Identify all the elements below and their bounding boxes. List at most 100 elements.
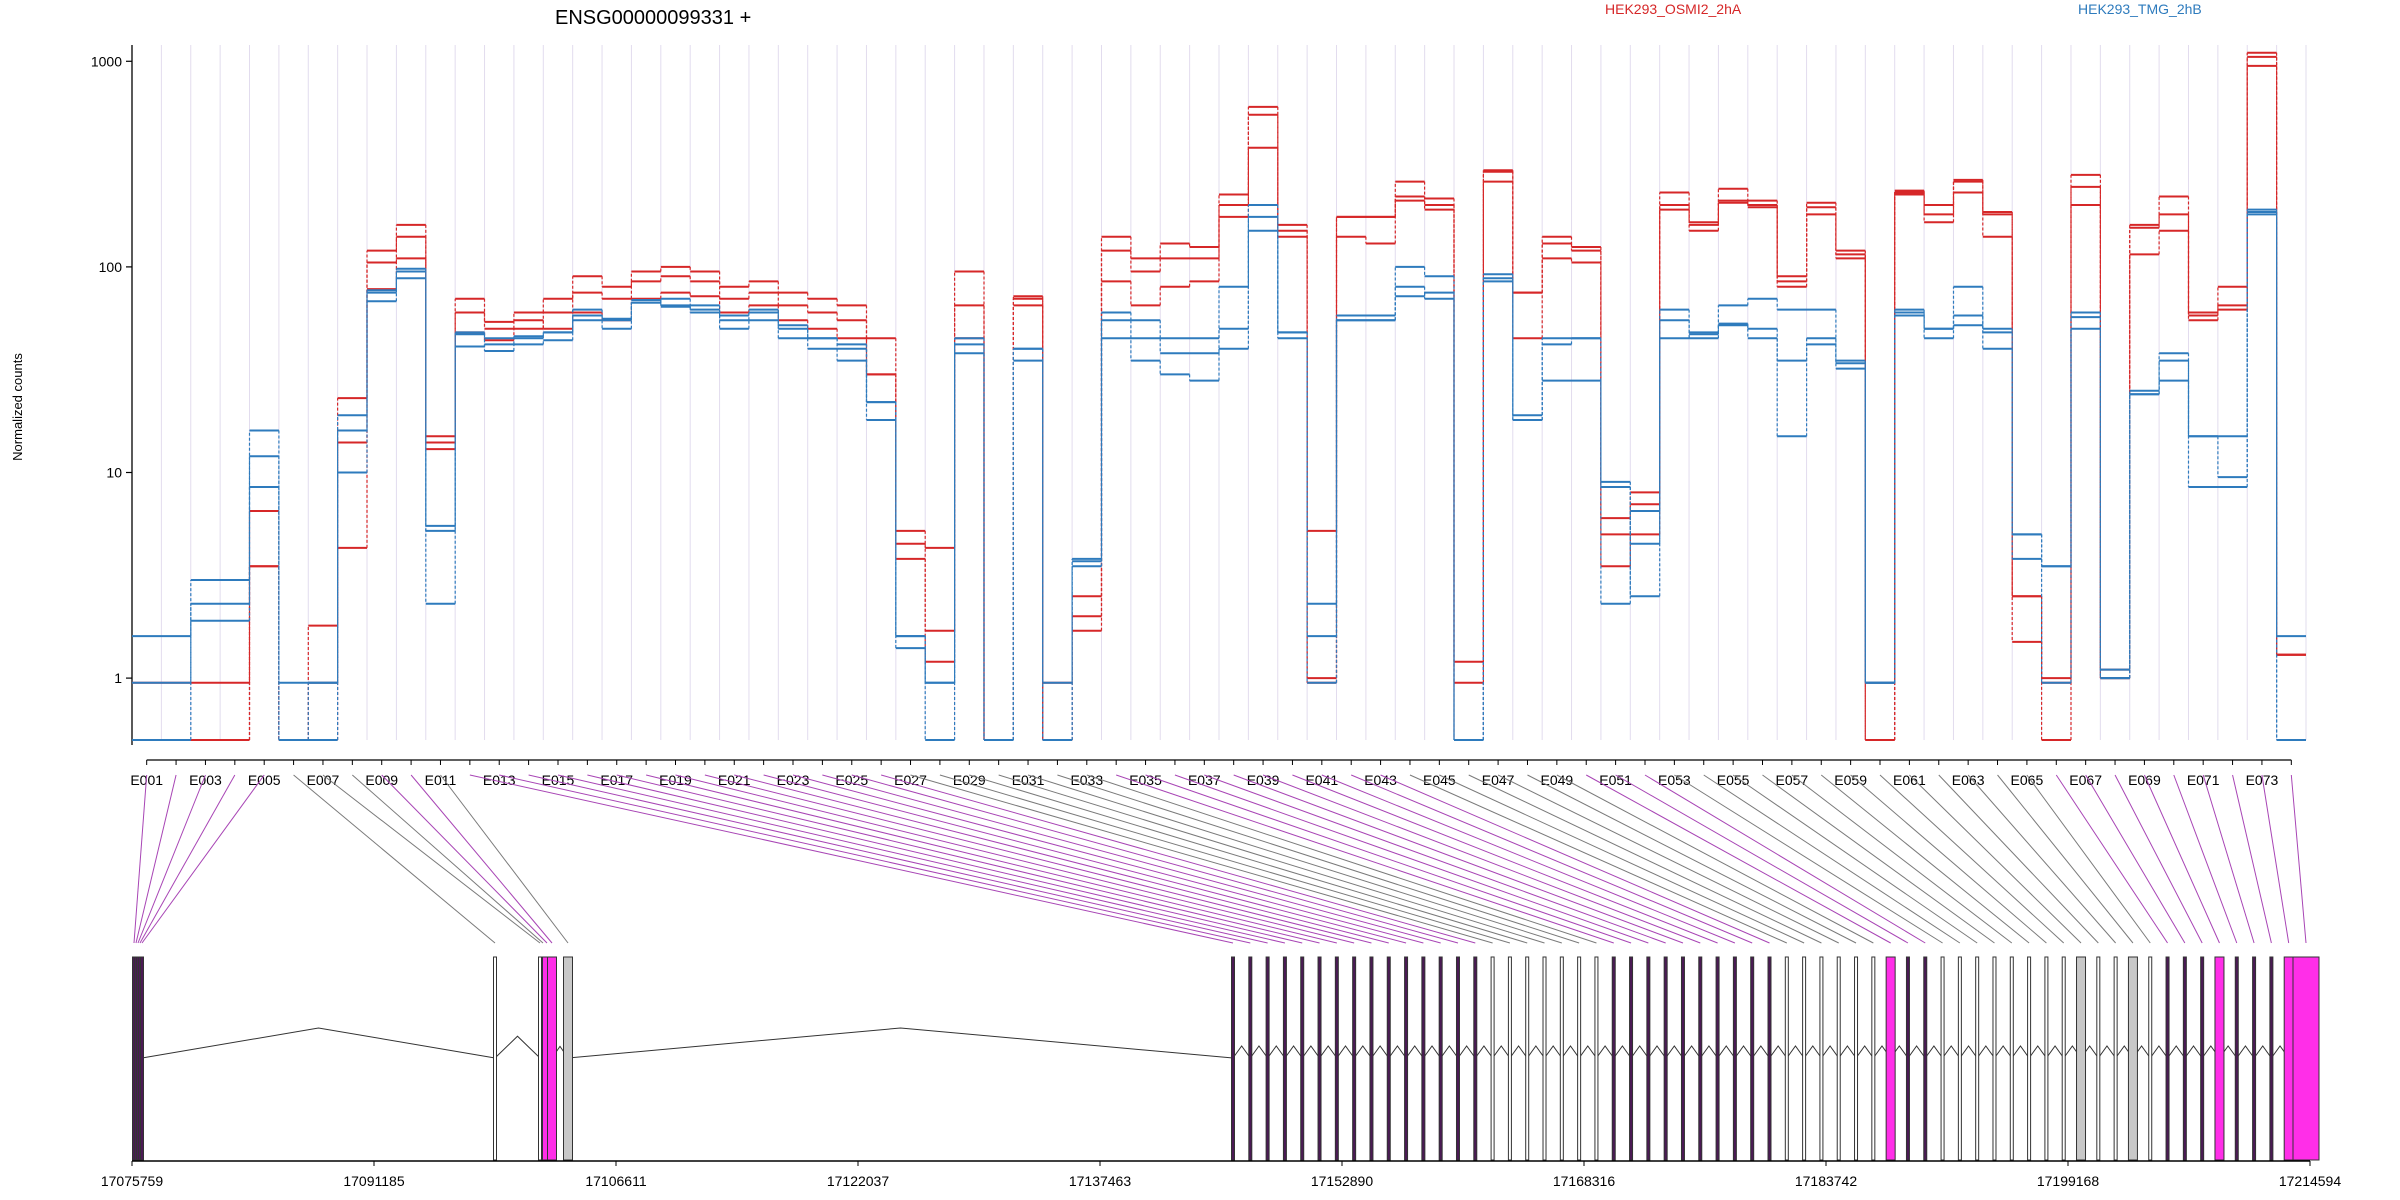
exon-connector [1321,774,1736,944]
exon-connector [469,774,1234,944]
intron-line [494,1035,541,1059]
intron-line [1838,1045,1857,1059]
y-tick-label: 100 [99,259,123,275]
intron-line [1769,1045,1788,1059]
exon-box [1611,956,1616,1161]
exon-box [1836,956,1841,1161]
intron-line [1699,1045,1718,1059]
exon-connector [969,774,1528,944]
exon-connector [1409,774,1788,944]
x-tick-label: E065 [2011,772,2044,788]
x-tick-label: E013 [483,772,516,788]
x-tick-label: E011 [425,772,457,788]
exon-connector [1644,774,1926,944]
exon-connector [792,774,1424,944]
exon-connector [133,774,148,944]
exon-box [2096,956,2101,1161]
exon-connector [381,774,548,944]
exon-connector [1292,774,1718,944]
x-tick-label: E025 [835,772,868,788]
exon-connector [675,774,1355,944]
x-tick-label: E029 [953,772,986,788]
exon-connector [1497,774,1839,944]
series-transition-lines [190,214,2278,740]
exon-box [1542,956,1547,1161]
intron-line [1665,1045,1684,1059]
exon-connector [2055,774,2168,944]
exon-box [2182,956,2187,1161]
exon-connector [1439,774,1805,944]
exon-box [1646,956,1651,1161]
x-tick-label: E007 [307,772,340,788]
genomic-tick-label: 17199168 [2037,1173,2100,1189]
intron-line [141,1027,496,1059]
exon-box [1854,956,1859,1161]
exon-connector [910,774,1493,944]
exon-connector [1909,774,2082,944]
x-tick-label: E049 [1540,772,1573,788]
exon-box [547,956,557,1161]
genomic-tick-label: 17214594 [2279,1173,2342,1189]
exon-connector [137,774,206,944]
exon-connector [1468,774,1822,944]
exon-box [2252,956,2257,1161]
x-tick-label: E023 [777,772,810,788]
intron-line [2253,1045,2272,1059]
exon-connector [1380,774,1770,944]
intron-line [1232,1045,1251,1059]
genomic-tick-label: 17091185 [343,1173,404,1189]
exon-connector [2290,774,2307,944]
exon-box [1525,956,1530,1161]
exon-box [1715,956,1720,1161]
exon-connector [763,774,1407,944]
intron-line [1630,1045,1649,1059]
exon-connector [1879,774,2065,944]
series-level-segments [132,204,2306,741]
exon-box [2044,956,2049,1161]
exon-box [1559,956,1564,1161]
x-tick-label: E073 [2246,772,2279,788]
exon-box [563,956,573,1161]
exon-connector [1145,774,1632,944]
x-tick-label: E041 [1305,772,1338,788]
exon-connector [998,774,1545,944]
exon-box [2214,956,2225,1161]
exon-connector [2173,774,2238,944]
exon-box [1421,956,1426,1161]
exon-box [1386,956,1391,1161]
exon-box [1507,956,1512,1161]
exon-box [1438,956,1443,1161]
intron-line [1803,1045,1822,1059]
y-tick-label: 1 [114,670,122,686]
intron-line [1751,1045,1770,1059]
intron-line [2011,1045,2030,1059]
intron-line [1907,1045,1926,1059]
exon-connector [1615,774,1909,944]
exon-connector [1997,774,2134,944]
exon-connector [2261,774,2290,944]
x-tick-label: E063 [1952,772,1985,788]
intron-line [2045,1045,2065,1059]
exon-box [1885,956,1896,1161]
intron-line [2149,1045,2168,1059]
intron-line [1353,1045,1372,1059]
intron-line [1682,1045,1701,1059]
exon-connector [2026,774,2151,944]
exon-box [1784,956,1789,1161]
exon-connector [440,774,569,944]
exon-connector [1791,774,2013,944]
intron-line [1267,1045,1286,1059]
x-tick-label: E055 [1717,772,1750,788]
exon-box [1975,956,1980,1161]
exon-box [1957,956,1962,1161]
x-tick-label: E009 [365,772,398,788]
y-axis-label: Normalized counts [10,353,25,461]
x-tick-label: E035 [1129,772,1162,788]
exon-connector [1732,774,1978,944]
exon-connector [135,774,177,944]
exon-box [2283,956,2294,1161]
exon-box [2200,956,2205,1161]
exon-box [2165,956,2170,1161]
x-tick-label: E051 [1599,772,1632,788]
